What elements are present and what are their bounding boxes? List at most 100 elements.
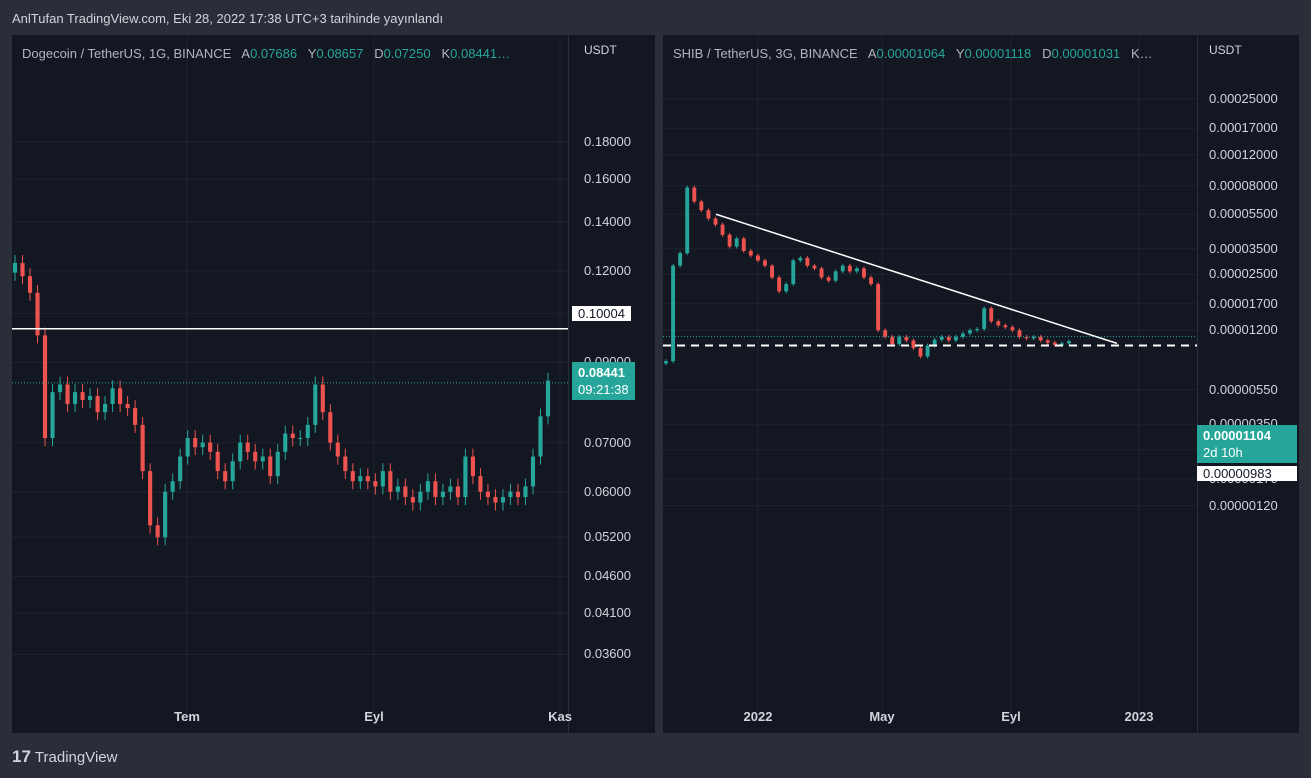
shib-high-label: Y (955, 46, 965, 61)
candle-body (42, 335, 48, 439)
price-tick-label: 0.05200 (584, 529, 631, 545)
candle-body (200, 442, 205, 448)
candle-body (380, 471, 385, 487)
doge-chart-panel[interactable]: Dogecoin / TetherUS, 1G, BINANCE A0.0768… (12, 35, 655, 733)
candle-body (403, 486, 408, 498)
candle-body (478, 476, 483, 492)
price-tick-label: 0.00003500 (1209, 240, 1278, 256)
candle-body (27, 276, 33, 293)
candle-body (699, 201, 704, 211)
candle-body (57, 384, 63, 393)
price-tick-label: 0.04600 (584, 568, 631, 584)
candle-body (208, 442, 213, 452)
candle-body (805, 257, 810, 266)
time-tick-label: Kas (548, 709, 572, 724)
doge-axis-separator (568, 35, 569, 733)
candle-body (103, 404, 108, 413)
doge-high-value: 0.08657 (316, 46, 364, 61)
doge-chart-svg[interactable] (12, 35, 655, 733)
candle-body (727, 234, 732, 247)
price-tick-label: 0.18000 (584, 133, 631, 149)
candle-body (664, 361, 668, 364)
candle-body (1024, 336, 1029, 339)
candle-body (328, 412, 333, 443)
tradingview-footer[interactable]: 17 TradingView (12, 747, 117, 767)
doge-symbol: Dogecoin / TetherUS, 1G, BINANCE (22, 46, 232, 61)
price-tick-label: 0.03600 (584, 646, 631, 662)
shib-legend: SHIB / TetherUS, 3G, BINANCE A0.00001064… (673, 46, 1153, 61)
candle-body (763, 260, 767, 266)
candle-body (305, 424, 310, 439)
price-tick-label: 0.00000120 (1209, 497, 1278, 513)
candle-body (253, 451, 258, 462)
candle-body (470, 456, 475, 477)
candle-body (455, 486, 460, 498)
candle-body (238, 442, 243, 462)
candle-body (245, 442, 250, 452)
doge-level-tag: 0.10004 (572, 306, 631, 321)
candle-body (897, 336, 902, 345)
candle-body (163, 491, 168, 538)
shib-level-tag: 0.00000983 (1197, 466, 1297, 481)
candle-body (95, 396, 100, 413)
candle-body (395, 486, 400, 492)
shib-chart-svg[interactable] (663, 35, 1299, 733)
time-tick-label: Tem (174, 709, 200, 724)
candle-body (678, 253, 683, 266)
doge-unit-label: USDT (584, 43, 617, 57)
tradingview-logo-icon: 17 (12, 747, 31, 766)
candle-body (260, 456, 265, 462)
tradingview-brand: TradingView (34, 749, 118, 766)
candle-body (515, 491, 521, 498)
candle-body (538, 416, 543, 457)
candle-body (1031, 336, 1036, 339)
candle-body (925, 345, 930, 357)
price-tick-label: 0.06000 (584, 483, 631, 499)
candle-body (869, 277, 873, 285)
candle-body (798, 257, 803, 261)
candle-body (418, 491, 423, 503)
candle-body (12, 262, 18, 273)
candle-body (911, 340, 916, 349)
candle-body (223, 471, 228, 482)
candle-body (275, 451, 280, 477)
candle-body (1003, 325, 1008, 328)
shib-unit-label: USDT (1209, 43, 1242, 57)
candle-body (968, 330, 972, 334)
candle-body (833, 271, 838, 281)
doge-last-price: 0.08441 (578, 365, 625, 380)
candle-body (741, 238, 746, 251)
shib-symbol: SHIB / TetherUS, 3G, BINANCE (673, 46, 858, 61)
candle-body (1010, 327, 1015, 331)
candle-body (463, 456, 468, 498)
price-tick-label: 0.00005500 (1209, 206, 1278, 222)
shib-chart-panel[interactable]: SHIB / TetherUS, 3G, BINANCE A0.00001064… (663, 35, 1299, 733)
shib-low-value: 0.00001031 (1051, 46, 1121, 61)
candle-body (140, 424, 145, 472)
candle-body (1017, 330, 1022, 337)
candle-body (975, 328, 980, 331)
candle-body (770, 265, 774, 278)
downtrend-line (715, 213, 1118, 345)
candle-body (358, 476, 363, 482)
candle-body (433, 481, 438, 498)
candle-body (961, 333, 965, 337)
candle-body (133, 408, 138, 425)
shib-close-label: K… (1131, 46, 1153, 61)
candle-body (1067, 341, 1071, 344)
candle-body (365, 476, 370, 482)
candle-body (193, 438, 198, 448)
price-tick-label: 0.00001700 (1209, 295, 1278, 311)
candle-body (508, 491, 513, 498)
time-tick-label: May (869, 709, 895, 724)
shib-axis-separator (1197, 35, 1198, 733)
candle-body (989, 308, 994, 322)
price-tick-label: 0.00025000 (1209, 90, 1278, 106)
candle-body (155, 525, 160, 538)
shib-last-price: 0.00001104 (1203, 428, 1271, 443)
shib-last-price-tag: 0.00001104 2d 10h (1197, 425, 1297, 463)
shib-open-label: A (867, 46, 877, 61)
publisher-line: AnlTufan TradingView.com, Eki 28, 2022 1… (12, 11, 444, 26)
candle-body (890, 336, 895, 345)
candle-body (545, 380, 551, 417)
